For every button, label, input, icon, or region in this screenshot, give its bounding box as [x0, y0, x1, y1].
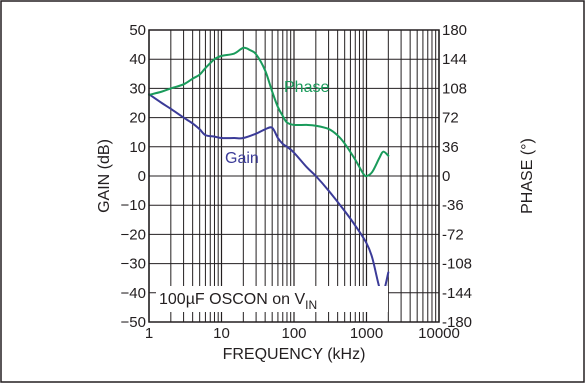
right-axis-title: PHASE (°) [519, 138, 536, 214]
left-tick-label: −10 [121, 197, 146, 214]
right-tick-label: 144 [442, 51, 467, 68]
left-axis-title: GAIN (dB) [96, 139, 113, 213]
x-tick-label: 1000 [350, 325, 383, 342]
x-tick-label: 10 [213, 325, 230, 342]
right-tick-label: -108 [442, 256, 472, 273]
right-tick-label: 0 [442, 168, 450, 185]
gain-series-label: Gain [225, 150, 259, 167]
annotation-background [156, 286, 388, 312]
left-tick-label: 30 [129, 80, 146, 97]
x-tick-label: 100 [281, 325, 306, 342]
phase-series-label: Phase [284, 79, 329, 96]
x-tick-label: 10000 [418, 325, 460, 342]
right-tick-label: 108 [442, 80, 467, 97]
condition-annotation-text: 100µF OSCON on V [159, 291, 305, 308]
right-tick-label: 72 [442, 110, 459, 127]
tick-labels: 1 10 100 1000 1000050403020100−10−20−30−40−5… [121, 22, 472, 342]
right-tick-label: 180 [442, 22, 467, 39]
left-tick-label: 20 [129, 110, 146, 127]
left-tick-label: −20 [121, 226, 146, 243]
condition-annotation-subscript: IN [305, 298, 317, 312]
grid [148, 29, 440, 323]
phase-series-line [148, 46, 390, 178]
right-tick-label: -72 [442, 226, 464, 243]
left-tick-label: 50 [129, 22, 146, 39]
right-tick-label: -180 [442, 314, 472, 331]
plot-frame [148, 29, 440, 323]
left-tick-label: 0 [138, 168, 146, 185]
right-tick-label: 36 [442, 139, 459, 156]
left-tick-label: −50 [121, 314, 146, 331]
right-tick-label: -36 [442, 197, 464, 214]
condition-annotation: 100µF OSCON on VIN [159, 291, 317, 312]
left-tick-label: 40 [129, 51, 146, 68]
x-axis-title: FREQUENCY (kHz) [223, 346, 366, 363]
left-tick-label: −30 [121, 256, 146, 273]
left-tick-label: 10 [129, 139, 146, 156]
x-tick-label: 1 [145, 325, 153, 342]
left-tick-label: −40 [121, 285, 146, 302]
series-layer [148, 46, 390, 295]
right-tick-label: -144 [442, 285, 472, 302]
gain-series-line [148, 93, 390, 295]
